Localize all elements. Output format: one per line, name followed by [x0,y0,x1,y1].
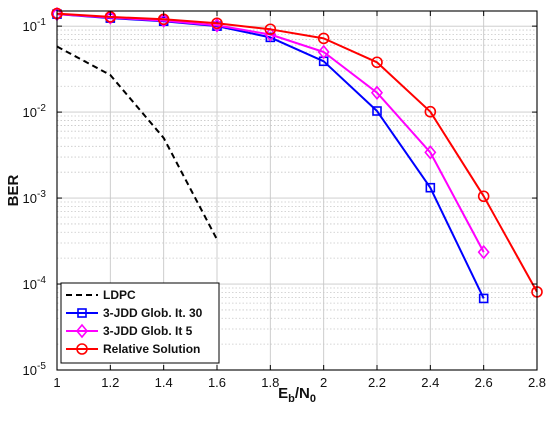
y-tick-labels: 10-110-210-310-410-5 [23,17,47,378]
legend-item: 3-JDD Glob. It 5 [66,323,193,339]
data-point-square [77,308,87,318]
x-axis-label-part: b [288,393,295,405]
x-axis-label-part: /N [295,385,310,402]
x-axis-label-part: 0 [310,393,316,405]
series-ldpc [56,45,218,240]
data-point-diamond [317,44,330,60]
x-tick-label: 2 [320,375,327,390]
x-axis-label: Eb/N0 [278,385,316,405]
y-tick-label-exponent: -4 [37,275,46,286]
x-tick-label: 2.6 [475,375,493,390]
data-point-circle [211,17,223,30]
data-point-circle [424,105,437,118]
x-tick-label: 1.4 [155,375,173,390]
x-tick-label: 2.8 [528,375,546,390]
series-line [56,12,538,293]
data-point-diamond [424,145,437,160]
y-tick-label: 10 [23,191,37,206]
data-point-circle [477,190,490,203]
legend-label: LDPC [103,288,136,302]
data-point-diamond [477,244,490,260]
data-point-circle [76,343,88,355]
series-line [56,45,218,240]
data-point-square [478,293,489,304]
y-tick-label: 10 [23,105,37,120]
data-point-square [425,182,436,193]
series-relative-solution [51,7,543,298]
x-tick-label: 1.8 [261,375,279,390]
legend-label: 3-JDD Glob. It 5 [103,324,193,338]
y-axis-label: BER [5,174,22,206]
y-tick-label-exponent: -3 [37,189,46,200]
x-tick-label: 1 [53,375,60,390]
legend-item: 3-JDD Glob. It. 30 [66,306,203,320]
y-tick-label-exponent: -2 [37,103,46,114]
series-layer [50,6,543,304]
y-tick-label-exponent: -5 [37,361,46,372]
y-tick-label: 10 [23,277,37,292]
x-tick-label: 2.2 [368,375,386,390]
legend-item: Relative Solution [66,342,200,356]
y-tick-label: 10 [23,19,37,34]
axis-ticks [56,11,538,371]
data-point-diamond [370,85,384,100]
plot-frame [56,10,538,371]
y-tick-label: 10 [23,363,37,378]
data-point-diamond [75,323,89,339]
x-axis-label-part: E [278,385,288,402]
x-tick-label: 1.6 [208,375,226,390]
legend-label: 3-JDD Glob. It. 30 [103,306,203,320]
data-point-circle [264,23,277,36]
y-tick-label-exponent: -1 [37,17,46,28]
data-point-circle [371,56,383,69]
legend: LDPC 3-JDD Glob. It. 30 3-JDD Glob. It 5 Re… [60,282,220,364]
x-tick-label: 1.2 [101,375,119,390]
x-tick-labels: 1 1.2 1.4 1.6 1.8 2 2.2 2.4 2.6 2.8 [53,375,546,390]
x-tick-label: 2.4 [421,375,439,390]
data-point-circle [317,32,330,45]
legend-label: Relative Solution [103,342,200,356]
data-point-diamond [104,10,117,25]
legend-item: LDPC [66,288,136,302]
data-point-square [372,106,382,116]
